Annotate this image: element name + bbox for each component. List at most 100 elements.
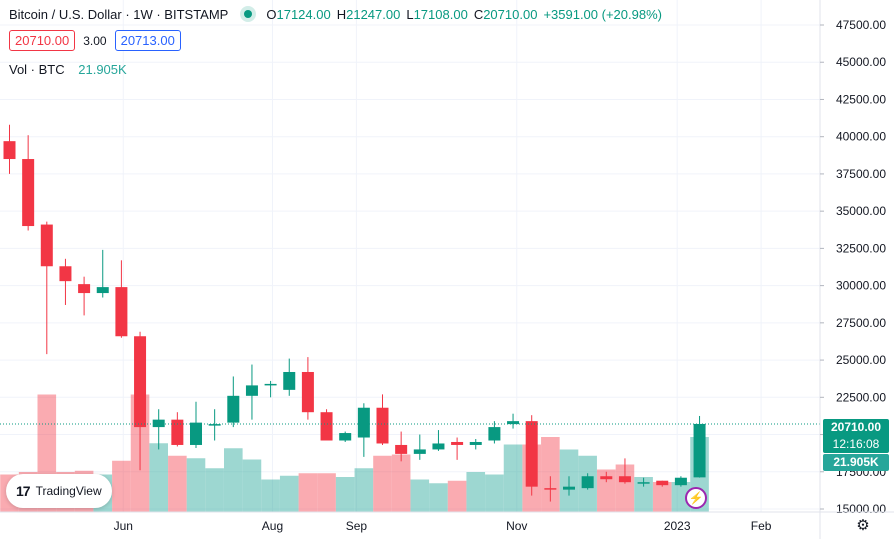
volume-bar [224, 448, 243, 512]
volume-bar [186, 458, 206, 512]
candle[interactable] [3, 124, 16, 174]
candle-body [674, 477, 687, 486]
candle-body [525, 421, 538, 487]
sell-price-button[interactable]: 20710.00 [9, 30, 76, 51]
candle[interactable] [208, 409, 221, 441]
lightning-icon[interactable]: ⚡ [685, 487, 707, 509]
candle[interactable] [637, 477, 650, 487]
candle[interactable] [451, 437, 464, 460]
volume-value: 21.905K [78, 62, 127, 77]
candle-body [134, 336, 147, 428]
candle[interactable] [600, 471, 613, 483]
bar-countdown-badge: 12:16:08 [823, 436, 889, 453]
candle[interactable] [40, 221, 53, 355]
symbol-title[interactable]: Bitcoin / U.S. Dollar · 1W · BITSTAMP [9, 6, 229, 22]
candle[interactable] [320, 409, 333, 441]
candle-body [507, 421, 520, 425]
candlestick-series[interactable] [3, 124, 706, 502]
volume-bar [354, 468, 374, 512]
candle[interactable] [96, 249, 109, 298]
candle-body [563, 486, 575, 490]
volume-bar [671, 482, 691, 512]
high-value: 21247.00 [346, 6, 401, 22]
candle[interactable] [581, 473, 594, 490]
candle[interactable] [171, 412, 184, 447]
candle[interactable] [674, 476, 687, 487]
live-dot-icon [240, 6, 257, 22]
candle-body [78, 284, 91, 294]
candle[interactable] [507, 413, 520, 429]
tradingview-logo-text: TradingView [35, 484, 102, 498]
candle[interactable] [245, 364, 258, 420]
spread-value: 3.00 [83, 33, 107, 48]
candle[interactable] [488, 421, 501, 444]
candle[interactable] [283, 358, 296, 396]
buy-price-button[interactable]: 20713.00 [114, 30, 181, 51]
price-tick-label: 25000.00 [836, 353, 886, 367]
candle[interactable] [656, 480, 669, 487]
volume-bar [652, 482, 672, 512]
candle[interactable] [152, 409, 165, 450]
candle-body [301, 371, 314, 413]
last-price-badge: 20710.00 [823, 419, 889, 436]
candle[interactable] [432, 430, 445, 451]
volume-legend[interactable]: Vol · BTC 21.905K [9, 62, 127, 77]
change-value: +3591.00 (+20.98%) [543, 6, 662, 22]
candle[interactable] [376, 394, 389, 445]
open-value: 17124.00 [276, 6, 331, 22]
settings-icon[interactable]: ⚙ [856, 517, 870, 534]
candle-body [208, 424, 221, 426]
candle[interactable] [544, 476, 557, 502]
candle[interactable] [618, 458, 631, 484]
candle[interactable] [78, 276, 91, 316]
candle[interactable] [22, 135, 35, 231]
price-tick-label: 32500.00 [836, 241, 886, 255]
candle[interactable] [413, 434, 426, 460]
volume-bar [242, 459, 262, 512]
candle[interactable] [563, 476, 575, 496]
volume-bar [485, 474, 504, 512]
candle[interactable] [469, 439, 482, 450]
volume-bar [429, 483, 448, 512]
candle[interactable] [525, 415, 538, 496]
volume-bar [335, 477, 355, 512]
tradingview-logo[interactable]: 17 TradingView [6, 474, 112, 508]
candle[interactable] [339, 431, 352, 442]
candle-body [600, 476, 613, 480]
candle[interactable] [227, 376, 240, 428]
candle[interactable] [693, 415, 706, 478]
volume-bar [466, 472, 486, 512]
candle-body [432, 443, 445, 450]
volume-bar [261, 479, 280, 512]
candle-body [488, 427, 501, 441]
volume-bar [205, 468, 224, 512]
low-value: 17108.00 [413, 6, 468, 22]
time-tick-label: Aug [262, 519, 283, 533]
time-tick-label: Sep [346, 519, 368, 533]
open-label: O [266, 6, 277, 22]
time-tick-label: 2023 [664, 519, 691, 533]
candle-body [339, 433, 352, 441]
candle[interactable] [395, 431, 408, 462]
volume-bar [447, 480, 467, 512]
close-label: C [473, 6, 484, 22]
candle-body [59, 266, 72, 282]
buy-sell-panel: 20710.00 3.00 20713.00 [9, 30, 181, 51]
candle[interactable] [59, 258, 72, 305]
candle[interactable] [357, 403, 370, 457]
candle[interactable] [301, 357, 314, 420]
candle[interactable] [134, 331, 147, 471]
candle-body [357, 407, 370, 438]
candle-body [693, 423, 706, 478]
candle-body [171, 419, 184, 445]
volume-bar [373, 455, 392, 512]
candle-body [618, 476, 631, 483]
time-axis[interactable]: Jun Aug Sep Nov 2023 Feb [0, 511, 894, 533]
price-axis[interactable]: 15000.0017500.0020000.0022500.0025000.00… [819, 0, 886, 539]
candle[interactable] [264, 380, 277, 398]
candle-body [544, 488, 557, 490]
candle[interactable] [190, 401, 202, 448]
price-tick-label: 42500.00 [836, 92, 886, 106]
candle[interactable] [115, 260, 128, 338]
